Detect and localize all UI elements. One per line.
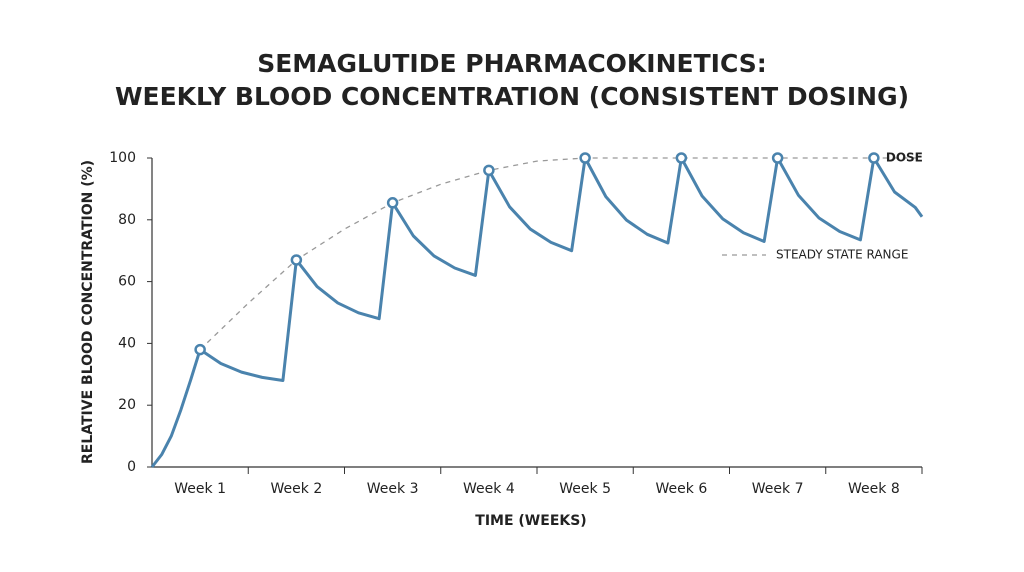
y-tick-label: 80 bbox=[118, 212, 136, 228]
dose-marker bbox=[868, 152, 880, 164]
x-tick-label: Week 4 bbox=[463, 481, 515, 497]
y-axis-label: RELATIVE BLOOD CONCENTRATION (%) bbox=[80, 160, 96, 464]
legend-label: STEADY STATE RANGE bbox=[776, 248, 908, 262]
chart-title: WEEKLY BLOOD CONCENTRATION (CONSISTENT D… bbox=[115, 82, 909, 111]
chart-title: SEMAGLUTIDE PHARMACOKINETICS: bbox=[257, 49, 767, 78]
x-tick-label: Week 7 bbox=[752, 481, 804, 497]
y-tick-label: 0 bbox=[127, 459, 136, 475]
x-tick-label: Week 1 bbox=[174, 481, 226, 497]
dose-marker bbox=[579, 152, 591, 164]
x-tick-label: Week 5 bbox=[559, 481, 611, 497]
concentration-line bbox=[150, 156, 924, 468]
dose-marker bbox=[194, 343, 206, 356]
dose-marker bbox=[675, 152, 688, 164]
legend-label: DOSE bbox=[886, 151, 923, 165]
dose-marker bbox=[386, 197, 399, 209]
dose-marker bbox=[290, 254, 303, 266]
x-tick-label: Week 3 bbox=[367, 481, 419, 497]
y-tick-label: 60 bbox=[118, 274, 136, 290]
x-tick-label: Week 2 bbox=[271, 481, 323, 497]
y-tick-label: 40 bbox=[118, 335, 136, 351]
dose-marker bbox=[771, 152, 784, 164]
x-axis-label: TIME (WEEKS) bbox=[475, 513, 586, 529]
y-tick-label: 20 bbox=[118, 397, 136, 413]
dose-marker bbox=[483, 164, 495, 177]
x-tick-label: Week 8 bbox=[848, 481, 900, 497]
y-tick-label: 100 bbox=[109, 150, 136, 166]
x-tick-label: Week 6 bbox=[656, 481, 708, 497]
